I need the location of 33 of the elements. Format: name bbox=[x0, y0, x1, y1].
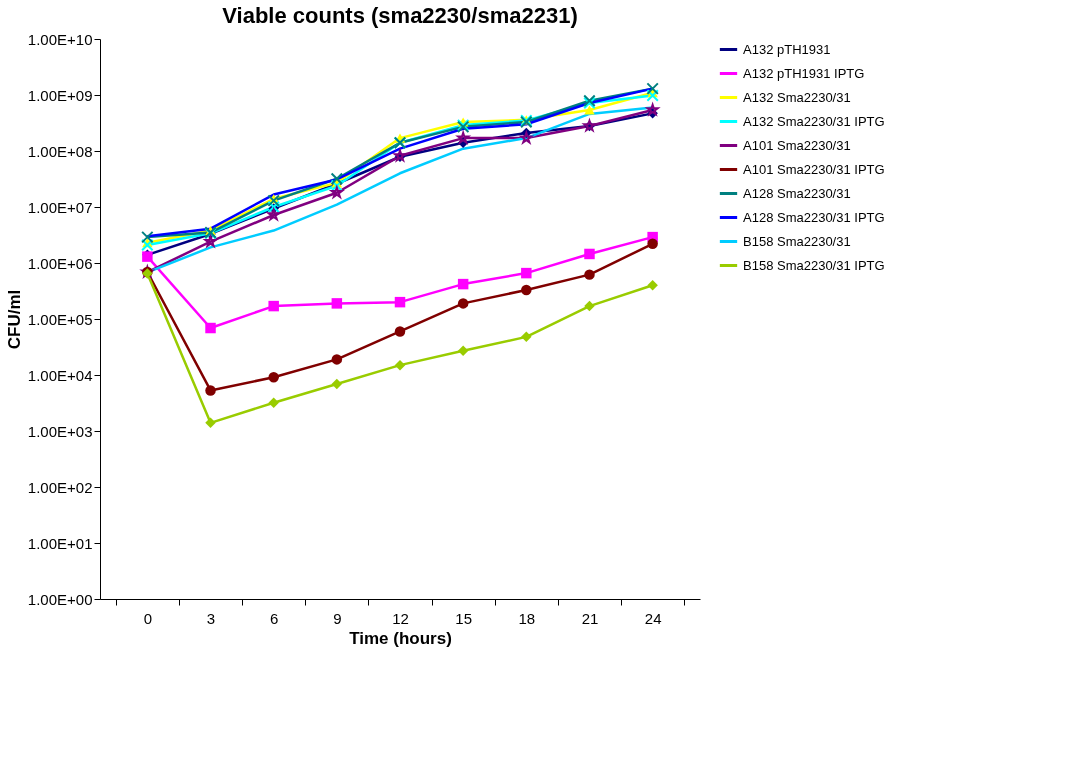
x-tick-label: 9 bbox=[333, 609, 342, 627]
legend-label: B158 Sma2230/31 bbox=[743, 233, 851, 249]
legend-label: A132 Sma2230/31 bbox=[743, 89, 851, 105]
x-tick-label: 15 bbox=[455, 609, 472, 627]
y-tick-label: 1.00E+10 bbox=[27, 30, 93, 48]
y-tick-label: 1.00E+06 bbox=[27, 254, 93, 272]
y-tick-label: 1.00E+09 bbox=[27, 86, 93, 104]
legend-label: A128 Sma2230/31 IPTG bbox=[743, 209, 885, 225]
x-tick-label: 18 bbox=[518, 609, 536, 627]
legend-label: A132 pTH1931 IPTG bbox=[743, 65, 865, 81]
y-tick-label: 1.00E+05 bbox=[27, 310, 93, 328]
chart-title: Viable counts (sma2230/sma2231) bbox=[222, 3, 578, 28]
legend-label: A132 Sma2230/31 IPTG bbox=[743, 113, 885, 129]
y-axis-title: CFU/ml bbox=[4, 289, 24, 350]
y-tick-label: 1.00E+00 bbox=[27, 590, 93, 608]
legend-label: B158 Sma2230/31 IPTG bbox=[743, 257, 885, 273]
legend-label: A101 Sma2230/31 IPTG bbox=[743, 161, 885, 177]
x-tick-label: 3 bbox=[206, 609, 216, 627]
x-tick-label: 12 bbox=[392, 609, 409, 627]
legend-label: A101 Sma2230/31 bbox=[743, 137, 851, 153]
x-tick-label: 24 bbox=[644, 609, 662, 627]
y-tick-label: 1.00E+02 bbox=[27, 478, 93, 496]
x-tick-label: 0 bbox=[143, 609, 153, 627]
y-tick-label: 1.00E+08 bbox=[27, 142, 93, 160]
y-tick-label: 1.00E+01 bbox=[27, 534, 93, 552]
x-tick-label: 6 bbox=[270, 609, 279, 627]
y-tick-label: 1.00E+03 bbox=[27, 422, 93, 440]
x-axis-title: Time (hours) bbox=[349, 628, 452, 648]
legend-label: A128 Sma2230/31 bbox=[743, 185, 851, 201]
legend-label: A132 pTH1931 bbox=[743, 41, 831, 57]
x-tick-label: 21 bbox=[581, 609, 599, 627]
y-tick-label: 1.00E+04 bbox=[27, 366, 93, 384]
y-tick-label: 1.00E+07 bbox=[27, 198, 93, 216]
